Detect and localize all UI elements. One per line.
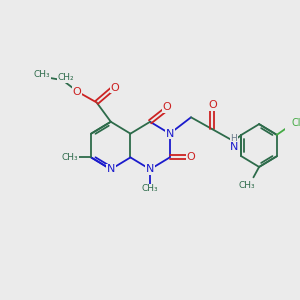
Text: CH₃: CH₃ [142, 184, 158, 193]
Text: O: O [163, 102, 172, 112]
Text: O: O [208, 100, 217, 110]
Text: Cl: Cl [291, 118, 300, 128]
Text: H: H [230, 134, 237, 143]
Text: CH₃: CH₃ [238, 181, 255, 190]
Text: N: N [166, 129, 174, 139]
Text: N: N [146, 164, 154, 174]
Text: CH₃: CH₃ [34, 70, 50, 79]
Text: CH₂: CH₂ [58, 73, 74, 82]
Text: O: O [111, 82, 119, 93]
Text: N: N [230, 142, 238, 152]
Text: N: N [106, 164, 115, 174]
Text: O: O [72, 87, 81, 97]
Text: O: O [187, 152, 195, 162]
Text: CH₃: CH₃ [61, 153, 78, 162]
